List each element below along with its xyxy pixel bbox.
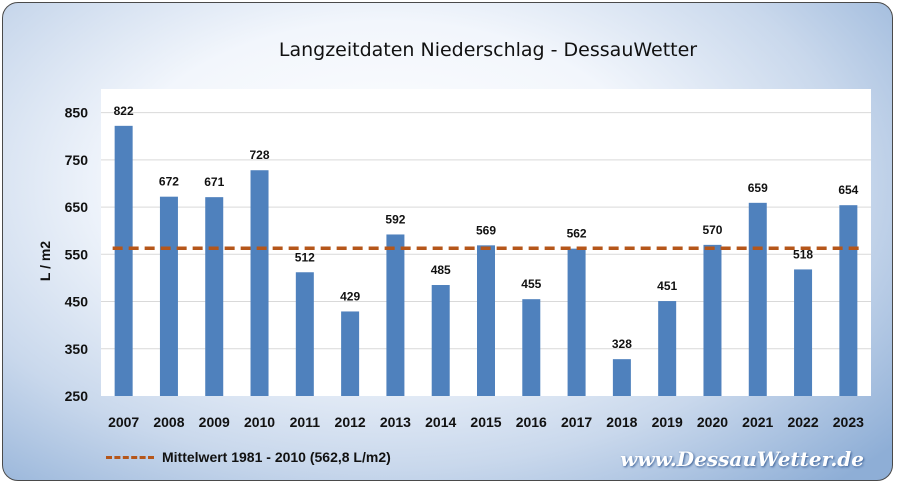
x-tick-label: 2012 — [335, 414, 366, 430]
data-label: 455 — [521, 277, 541, 291]
data-label: 570 — [702, 223, 722, 237]
data-label: 654 — [838, 183, 858, 197]
x-tick-label: 2007 — [108, 414, 139, 430]
x-tick-label: 2016 — [516, 414, 547, 430]
x-tick-label: 2017 — [561, 414, 592, 430]
legend-label: Mittelwert 1981 - 2010 (562,8 L/m2) — [162, 449, 391, 465]
bar — [114, 125, 133, 396]
x-tick-label: 2018 — [606, 414, 637, 430]
data-label: 518 — [793, 247, 813, 261]
bar — [250, 170, 269, 396]
bar — [522, 299, 541, 396]
y-tick-label: 850 — [65, 105, 89, 121]
bar — [386, 234, 405, 396]
data-label: 671 — [204, 175, 224, 189]
x-tick-label: 2022 — [787, 414, 818, 430]
watermark: www.DessauWetter.de — [620, 447, 864, 471]
data-label: 569 — [476, 223, 496, 237]
bar — [159, 196, 178, 396]
data-label: 562 — [567, 227, 587, 241]
bar — [748, 202, 767, 396]
data-label: 672 — [159, 175, 179, 189]
x-tick-label: 2015 — [470, 414, 501, 430]
data-label: 429 — [340, 289, 360, 303]
bar — [205, 197, 224, 396]
data-label: 485 — [431, 263, 451, 277]
y-tick-label: 750 — [65, 152, 89, 168]
chart-title: Langzeitdaten Niederschlag - DessauWette… — [278, 39, 698, 61]
y-tick-label: 650 — [65, 199, 89, 215]
data-label: 512 — [295, 250, 315, 264]
x-tick-label: 2011 — [290, 414, 321, 430]
y-tick-label: 450 — [65, 294, 89, 310]
y-tick-label: 350 — [65, 341, 89, 357]
x-tick-label: 2020 — [697, 414, 728, 430]
data-label: 592 — [385, 212, 405, 226]
chart-svg: 822 672 671 728 512 429 592 485 569 455 562 328 451 5… — [65, 89, 871, 430]
y-tick-label: 250 — [65, 388, 89, 404]
data-label: 328 — [612, 337, 632, 351]
bar — [839, 205, 858, 396]
x-tick-label: 2009 — [199, 414, 230, 430]
x-tick-label: 2014 — [425, 414, 456, 430]
legend: Mittelwert 1981 - 2010 (562,8 L/m2) — [106, 449, 391, 465]
data-label: 659 — [748, 181, 768, 195]
bar — [703, 244, 722, 396]
x-tick-label: 2023 — [833, 414, 864, 430]
bar — [612, 359, 631, 396]
y-axis-label: L / m2 — [37, 240, 53, 282]
bars — [114, 125, 858, 396]
bar — [295, 272, 314, 396]
x-tick-label: 2010 — [244, 414, 275, 430]
bar — [477, 245, 495, 396]
bar — [431, 285, 450, 396]
bar — [341, 311, 360, 396]
y-tick-label: 550 — [65, 246, 89, 262]
y-tick-labels: 250 350 450 550 650 750 850 — [65, 105, 89, 404]
x-tick-labels: 2007 2008 2009 2010 2011 2012 2013 2014 2015 2016… — [108, 414, 864, 430]
data-label: 822 — [114, 104, 134, 118]
data-labels: 822 672 671 728 512 429 592 485 569 455 562 328 451 5… — [114, 104, 859, 351]
x-tick-label: 2019 — [652, 414, 683, 430]
data-label: 728 — [250, 148, 270, 162]
bar — [794, 269, 813, 396]
x-tick-label: 2008 — [153, 414, 184, 430]
x-tick-label: 2021 — [742, 414, 773, 430]
x-tick-label: 2013 — [380, 414, 411, 430]
data-label: 451 — [657, 279, 677, 293]
bar — [658, 301, 677, 396]
legend-dashed-line — [106, 455, 154, 459]
bar — [567, 248, 586, 396]
